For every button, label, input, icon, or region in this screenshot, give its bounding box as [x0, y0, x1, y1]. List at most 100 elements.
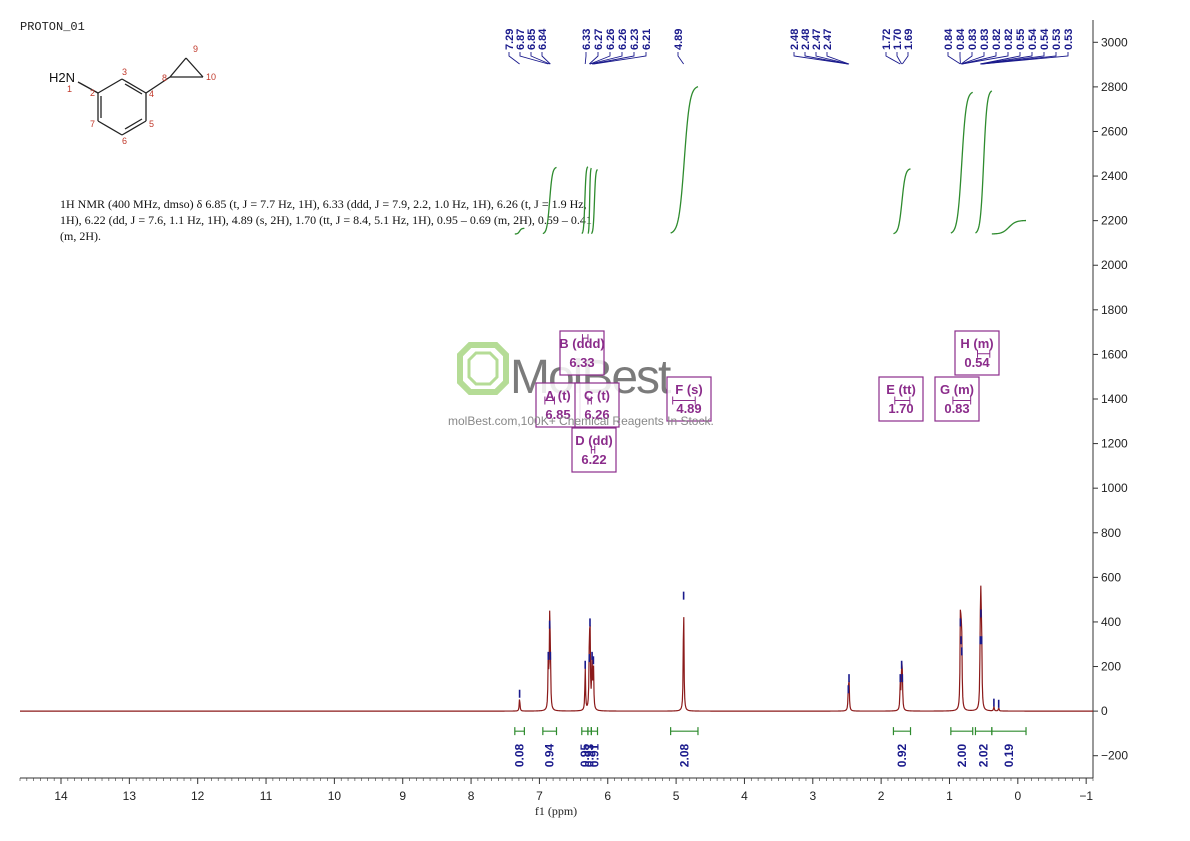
multiplet-shift: 0.54	[964, 355, 990, 370]
integration-value: 2.00	[955, 744, 969, 768]
y-tick-label: −200	[1101, 749, 1128, 763]
nmr-description: 1H NMR (400 MHz, dmso) δ 6.85 (t, J = 7.…	[60, 197, 592, 243]
peak-label-connector	[589, 52, 611, 65]
y-tick-label: 2200	[1101, 214, 1128, 228]
multiplet-box-frame	[666, 376, 712, 422]
peak-label-connector	[980, 52, 1045, 65]
y-tick-label: 2000	[1101, 258, 1128, 272]
multiplet-shift: 6.85	[545, 407, 570, 422]
integral-curve	[893, 168, 911, 235]
integration-value: 0.08	[513, 744, 527, 768]
peak-label: 2.48	[800, 29, 812, 50]
peak-label: 6.23	[629, 29, 641, 50]
x-tick-label: 5	[673, 789, 680, 803]
multiplet-range-bar	[590, 445, 596, 454]
x-tick-label: 8	[468, 789, 475, 803]
peak-label-connector	[885, 52, 901, 65]
peak-label-connector	[591, 52, 635, 65]
peak-label: 6.27	[593, 29, 605, 50]
multiplet-box: F (s) 4.89	[666, 376, 712, 422]
peak-label-connector	[530, 52, 550, 65]
multiplet-label: E (tt)	[886, 382, 916, 397]
peak-label-connector	[508, 52, 520, 65]
multiplet-shift: 1.70	[888, 401, 913, 416]
integration-value: 2.02	[977, 744, 991, 768]
peak-label-connector	[960, 52, 985, 65]
integral-curves	[514, 86, 1027, 235]
y-tick-label: 1000	[1101, 481, 1128, 495]
multiplet-range-bar	[581, 334, 589, 343]
x-tick-label: 11	[260, 789, 273, 803]
peak-labels: 7.29 6.87 6.85 6.84 6.33 6.27 6.26 6.26 6.23 6.21…	[504, 28, 1075, 65]
peak-label: 0.54	[1039, 28, 1051, 50]
spectrum-series	[20, 585, 1093, 712]
peak-label: 0.83	[979, 29, 991, 50]
multiplet-range-bar	[976, 349, 991, 358]
multiplet-shift: 6.22	[581, 452, 606, 467]
peak-label: 6.85	[526, 29, 538, 50]
peak-label-connector	[961, 52, 1009, 65]
peak-label-connector	[589, 52, 623, 65]
benzene-logo-icon	[457, 342, 509, 395]
peak-label-connector	[815, 52, 850, 65]
x-tick-label: 9	[399, 789, 406, 803]
integral-curve	[670, 86, 699, 234]
multiplet-label: C (t)	[584, 388, 610, 403]
x-tick-label: 7	[536, 789, 543, 803]
integration-bar	[950, 727, 974, 736]
integration-bar	[590, 727, 599, 736]
multiplet-shift: 4.89	[676, 401, 701, 416]
peak-label: 6.84	[537, 28, 549, 50]
integral-curve	[542, 166, 557, 235]
y-tick-label: 1200	[1101, 437, 1128, 451]
peak-label-connector	[519, 52, 549, 65]
multiplet-box: G (m) 0.83	[934, 376, 980, 422]
y-tick-label: 2800	[1101, 80, 1128, 94]
integral-curve	[975, 90, 993, 234]
multiplet-box-frame	[934, 376, 980, 422]
multiplet-range-bar	[952, 396, 972, 405]
peak-label-connector	[980, 52, 1021, 65]
peak-label-connector	[901, 52, 909, 65]
axes: 14 13 12 11 10 9 8 7 6 5 4 3 2 1 0 −1−20002004006008001…	[19, 20, 1128, 803]
atom-number-4: 4	[149, 89, 154, 99]
integration-value: 2.08	[677, 744, 691, 768]
multiplet-box-frame	[535, 382, 581, 428]
peak-label-connector	[947, 52, 961, 65]
peak-label-connector	[541, 52, 551, 65]
peak-label: 6.21	[641, 29, 653, 50]
molecule-structure: H2N 1 2 3 4 5 6 7 8 9 10	[49, 44, 216, 146]
multiplet-range-bar	[587, 396, 592, 405]
peak-label-connector	[981, 52, 1069, 65]
multiplet-box: H (m) 0.54	[954, 330, 1000, 376]
integration-bar	[991, 727, 1027, 736]
atom-number-5: 5	[149, 119, 154, 129]
peak-label: 0.82	[991, 29, 1003, 50]
peak-label: 7.29	[504, 29, 516, 50]
peak-label-connector	[896, 52, 903, 65]
peak-label: 1.70	[892, 29, 904, 50]
atom-number-7: 7	[90, 119, 95, 129]
multiplet-box: C (t) 6.26	[574, 382, 620, 428]
peak-label: 6.87	[515, 29, 527, 50]
peak-label: 6.33	[581, 29, 593, 50]
peak-label-connector	[593, 52, 647, 65]
y-tick-label: 0	[1101, 704, 1108, 718]
y-tick-label: 1800	[1101, 303, 1128, 317]
multiplet-label: F (s)	[675, 382, 702, 397]
multiplet-box-frame	[878, 376, 924, 422]
atom-number-9: 9	[193, 44, 198, 54]
x-tick-label: 4	[741, 789, 748, 803]
multiplet-shift: 0.83	[944, 401, 969, 416]
x-tick-label: 13	[123, 789, 137, 803]
atom-number-3: 3	[122, 67, 127, 77]
atom-number-2: 2	[90, 88, 95, 98]
multiplet-box: B (ddd) 6.33	[559, 330, 605, 376]
peak-label: 2.47	[811, 29, 823, 50]
peak-label: 0.82	[1003, 29, 1015, 50]
atom-number-1: 1	[67, 84, 72, 94]
multiplet-range-bar	[544, 396, 555, 405]
multiplet-box: E (tt) 1.70	[878, 376, 924, 422]
multiplet-label: H (m)	[960, 336, 993, 351]
